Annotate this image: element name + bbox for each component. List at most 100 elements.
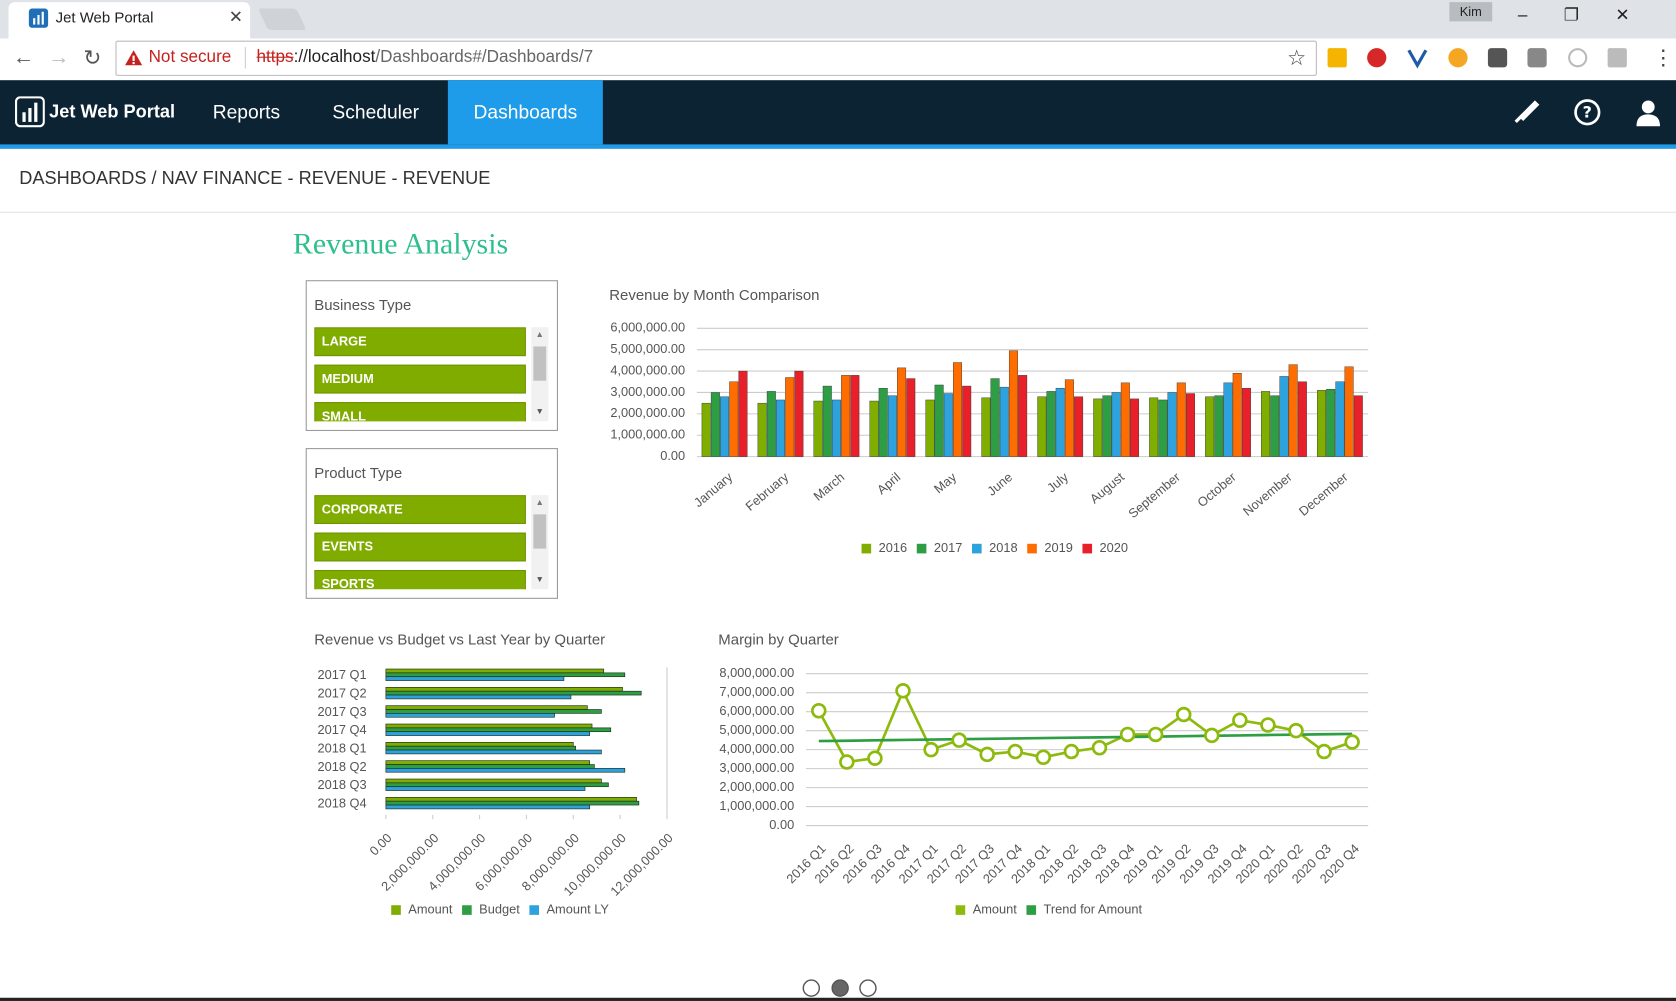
bar [1241, 387, 1251, 457]
bar [1261, 391, 1271, 457]
bar [776, 399, 786, 457]
bar [906, 378, 916, 457]
bar [1120, 382, 1130, 457]
warning-icon [125, 50, 143, 66]
marker [1316, 743, 1332, 760]
marker [923, 741, 939, 758]
bar [1055, 387, 1065, 457]
bar [887, 395, 897, 457]
x-tick-label: September [1125, 469, 1183, 521]
x-tick-label: May [931, 469, 960, 496]
y-tick-label: 6,000,000.00 [610, 320, 685, 335]
legend-swatch [462, 905, 472, 915]
reload-button[interactable]: ↻ [83, 47, 102, 71]
legend-swatch [955, 905, 966, 915]
scrollbar[interactable]: ▲ ▼ [531, 327, 549, 422]
legend-swatch [1027, 543, 1037, 554]
legend-swatch [391, 905, 401, 915]
bar [794, 370, 804, 457]
nav-item[interactable]: Scheduler [332, 101, 420, 123]
x-tick-label: February [742, 469, 791, 514]
scroll-thumb[interactable] [533, 346, 547, 381]
browser-tab[interactable] [8, 2, 251, 39]
scrollbar[interactable]: ▲ ▼ [531, 495, 549, 590]
nav-item[interactable]: Reports [212, 101, 281, 123]
x-tick-label: January [691, 469, 736, 510]
marker [1007, 743, 1024, 760]
bar [1317, 390, 1327, 457]
marker [1204, 727, 1220, 744]
divider [244, 47, 246, 69]
marker [1147, 726, 1164, 743]
filter-label: Product Type [314, 464, 403, 482]
bar [953, 362, 963, 457]
nav-item[interactable]: Dashboards [447, 80, 603, 145]
bar [766, 391, 776, 457]
bar [878, 387, 888, 457]
bar [385, 731, 591, 736]
carousel-dot[interactable] [802, 979, 821, 997]
scroll-thumb[interactable] [533, 514, 547, 549]
bar [729, 381, 739, 457]
scroll-down[interactable]: ▼ [535, 574, 544, 584]
filter-option[interactable]: LARGE [314, 327, 526, 357]
y-tick-label: 0.00 [660, 448, 685, 463]
bar [385, 797, 637, 802]
y-tick-label: 8,000,000.00 [719, 665, 794, 680]
bar [850, 375, 860, 457]
y-tick-label: 4,000,000.00 [719, 741, 794, 756]
filter-box: Product Type CORPORATE EVENTS SPORTS ▲ ▼ [305, 448, 558, 599]
bar [385, 749, 602, 755]
filter-option[interactable]: SMALL [314, 402, 526, 422]
legend-label: 2016 [879, 540, 908, 555]
bar [1297, 381, 1307, 457]
carousel-dot-active[interactable] [831, 979, 849, 997]
filter-option[interactable]: SPORTS [314, 569, 526, 590]
filter-option[interactable]: EVENTS [314, 532, 526, 562]
filter-option[interactable]: CORPORATE [314, 495, 526, 525]
brand[interactable]: Jet Web Portal [49, 101, 176, 122]
filter-box: Business Type LARGE MEDIUM SMALL ▲ ▼ [305, 280, 558, 431]
marker [1175, 706, 1192, 723]
bar [1223, 382, 1233, 457]
scroll-up[interactable]: ▲ [535, 497, 544, 507]
bar [934, 384, 944, 457]
y-tick-label: 2018 Q4 [317, 796, 366, 811]
bar [385, 804, 591, 810]
bar [869, 400, 879, 457]
address-bar[interactable] [115, 40, 1317, 76]
scroll-up[interactable]: ▲ [535, 329, 544, 339]
bookmark-star[interactable]: ☆ [1286, 47, 1307, 71]
x-tick-label: June [984, 469, 1015, 498]
menu-button[interactable]: ⋮ [1652, 47, 1674, 71]
bar [1008, 350, 1018, 457]
y-tick-label: 3,000,000.00 [719, 760, 794, 775]
carousel-dot[interactable] [859, 979, 877, 997]
marker [839, 754, 855, 770]
legend-label: 2017 [934, 540, 963, 555]
bar [822, 385, 832, 457]
scroll-down[interactable]: ▼ [535, 406, 544, 416]
bar [1176, 382, 1186, 457]
url-scheme: https [256, 48, 294, 67]
bar [385, 687, 623, 692]
window-controls[interactable]: –❐✕ [1517, 6, 1667, 25]
bar [385, 786, 586, 791]
back-button[interactable]: ← [12, 45, 35, 70]
bar [385, 690, 642, 696]
tab-close[interactable]: ✕ [228, 8, 244, 27]
profile-user[interactable]: Kim [1449, 2, 1493, 22]
chart-title: Revenue by Month Comparison [609, 287, 819, 304]
security-status[interactable]: Not secure [148, 48, 232, 67]
filter-option[interactable]: MEDIUM [314, 364, 526, 394]
bar [1214, 395, 1224, 457]
x-tick-label: August [1087, 469, 1128, 506]
marker [951, 732, 967, 748]
marker [1288, 722, 1304, 739]
bar [385, 768, 626, 773]
legend-label: Amount [973, 901, 1018, 916]
carousel-dots [802, 979, 877, 997]
x-tick-label: March [810, 469, 847, 503]
forward-button[interactable]: → [48, 45, 70, 70]
bar [385, 668, 605, 674]
